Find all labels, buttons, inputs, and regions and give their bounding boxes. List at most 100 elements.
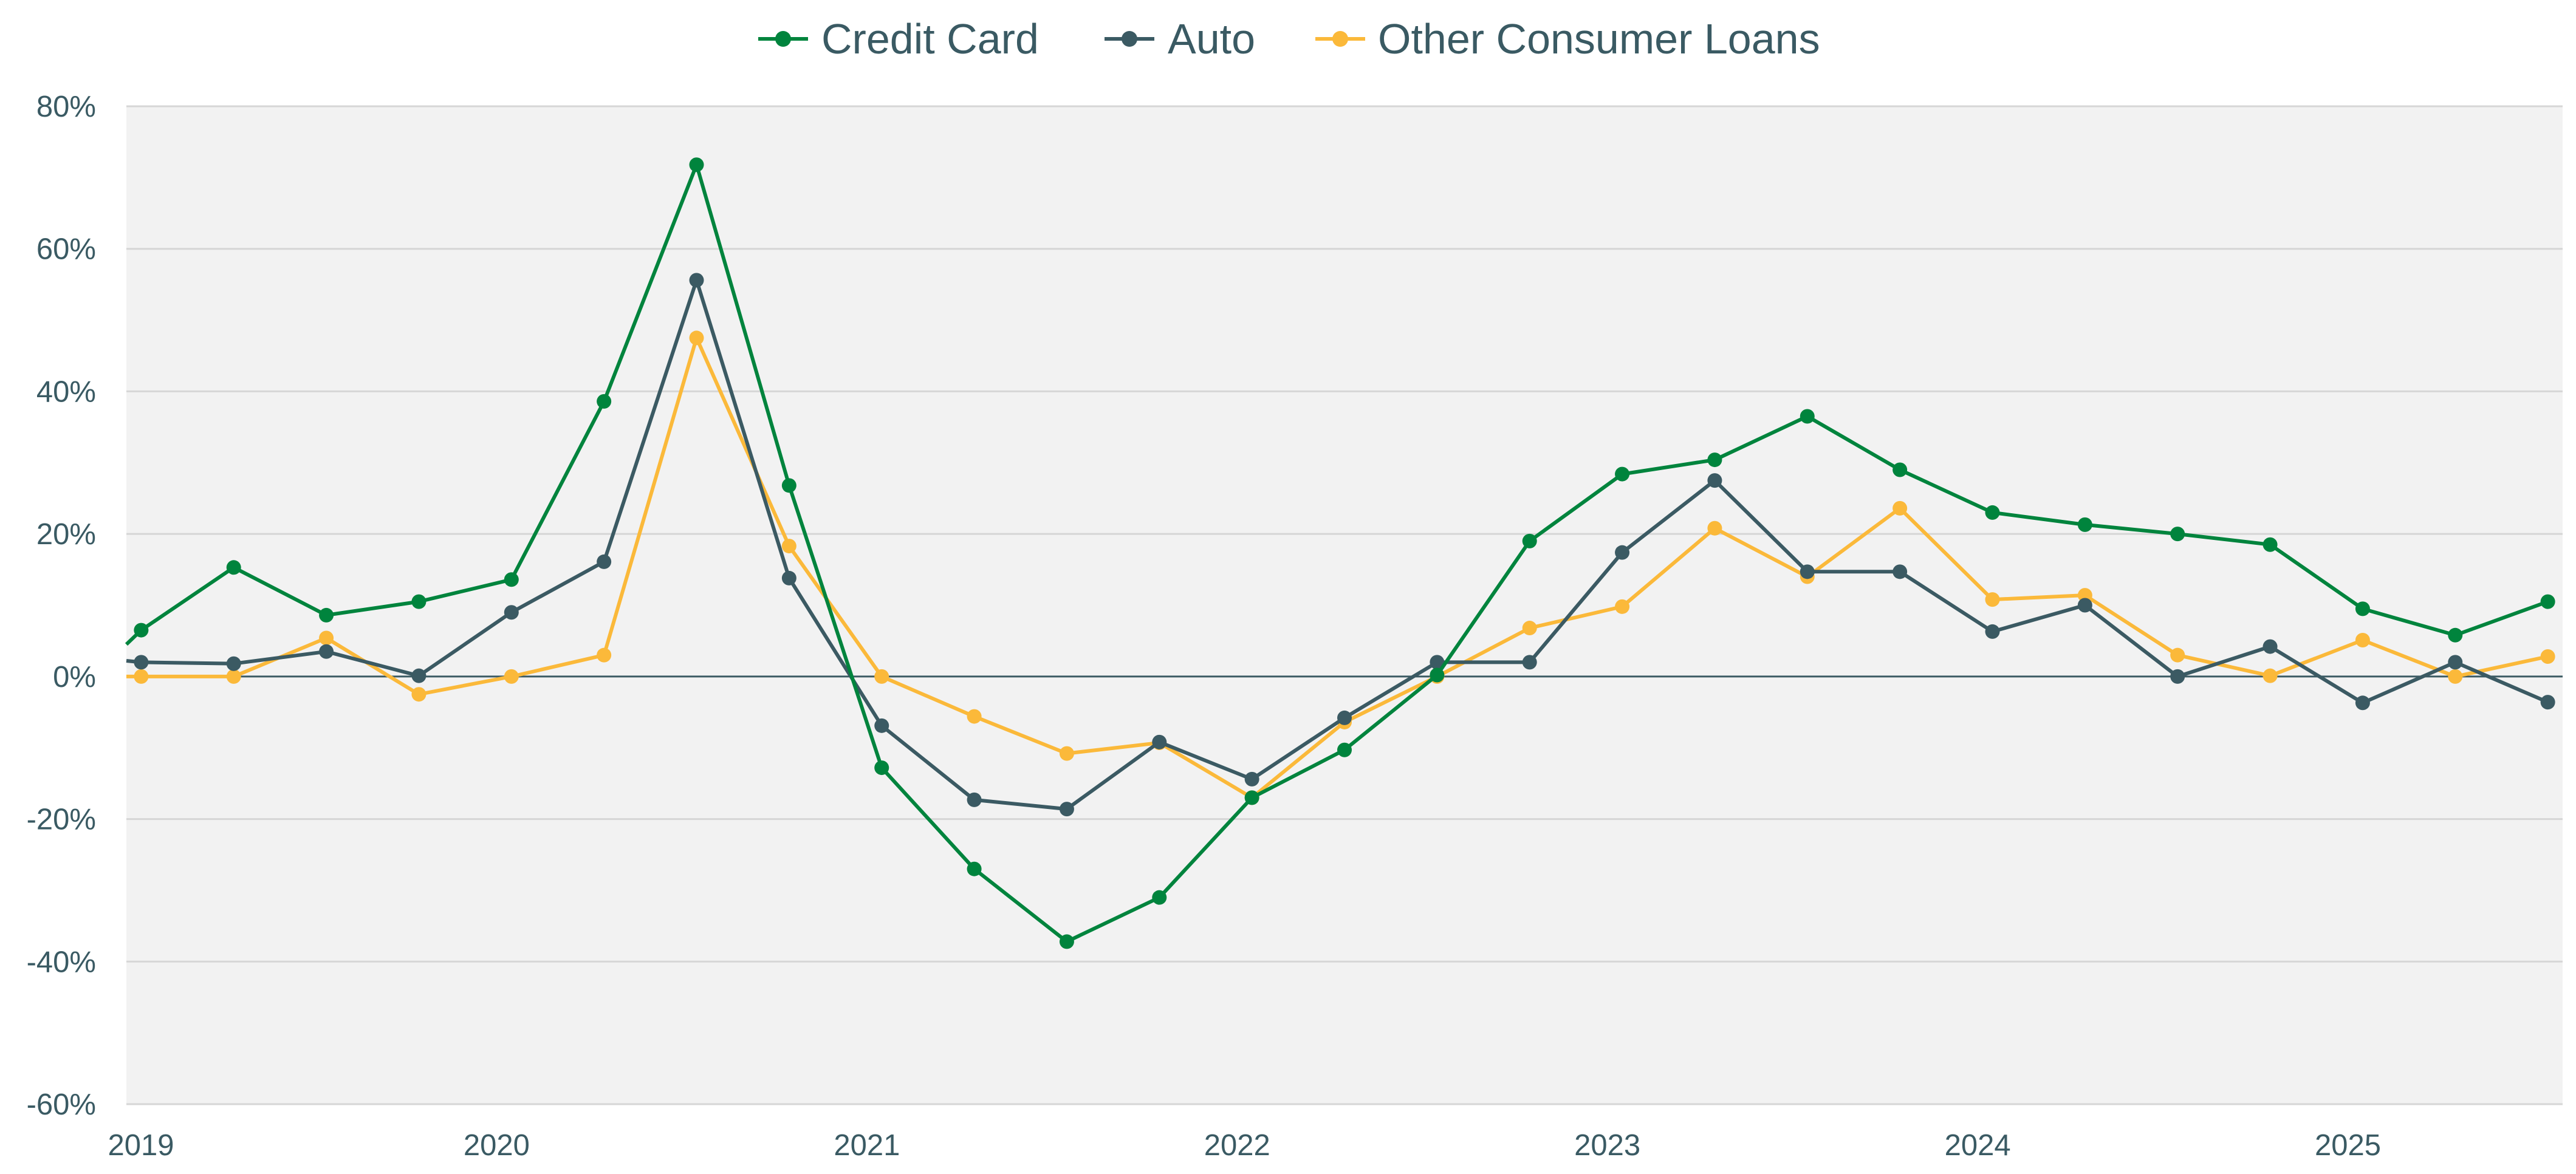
data-point <box>1430 667 1445 683</box>
data-point <box>2170 647 2185 663</box>
data-point <box>319 630 334 646</box>
legend-label: Auto <box>1168 15 1255 63</box>
x-tick-label: 2023 <box>1574 1129 1640 1162</box>
legend-marker <box>775 31 791 47</box>
data-point <box>1430 655 1445 670</box>
data-point <box>2077 517 2092 532</box>
data-point <box>1059 802 1074 817</box>
data-point <box>1244 790 1259 805</box>
data-point <box>1522 621 1537 636</box>
data-point <box>504 572 519 587</box>
data-point <box>504 605 519 620</box>
x-tick-label: 2021 <box>834 1129 900 1162</box>
data-point <box>1337 742 1352 757</box>
data-point <box>1615 545 1630 560</box>
data-point <box>2540 649 2555 664</box>
data-point <box>597 394 612 409</box>
data-point <box>2263 668 2278 683</box>
y-tick-label: -40% <box>27 946 96 978</box>
x-tick-label: 2019 <box>108 1129 174 1162</box>
data-point <box>2355 633 2370 648</box>
data-point <box>134 623 149 638</box>
data-point <box>2448 669 2463 684</box>
data-point <box>134 669 149 684</box>
y-tick-label: -20% <box>27 804 96 836</box>
y-tick-label: 40% <box>36 375 96 408</box>
data-point <box>226 560 241 575</box>
data-point <box>2077 598 2092 613</box>
data-point <box>504 669 519 684</box>
data-point <box>967 861 982 876</box>
data-point <box>1707 452 1722 468</box>
data-point <box>226 656 241 671</box>
data-point <box>689 273 704 288</box>
data-point <box>411 687 426 702</box>
data-point <box>2170 527 2185 542</box>
data-point <box>967 792 982 807</box>
data-point <box>597 647 612 663</box>
data-point <box>319 644 334 659</box>
data-point <box>1522 533 1537 548</box>
data-point <box>226 669 241 684</box>
legend-marker <box>1122 31 1137 47</box>
data-point <box>1244 771 1259 787</box>
legend-marker <box>1332 31 1348 47</box>
data-point <box>2263 537 2278 552</box>
data-point <box>1615 599 1630 614</box>
data-point <box>1615 466 1630 482</box>
data-point <box>1800 564 1815 579</box>
data-point <box>1059 934 1074 949</box>
series-line <box>126 336 2549 800</box>
y-tick-label: -60% <box>27 1088 96 1121</box>
data-point <box>2540 594 2555 609</box>
data-point <box>1152 734 1167 749</box>
plot-background <box>126 106 2563 1104</box>
data-point <box>1337 710 1352 725</box>
data-point <box>1893 500 1908 516</box>
data-point <box>1800 409 1815 424</box>
data-point <box>1707 473 1722 488</box>
data-point <box>781 539 796 554</box>
series-line <box>126 278 2549 811</box>
data-point <box>2448 655 2463 670</box>
data-point <box>967 709 982 724</box>
data-point <box>1152 890 1167 905</box>
x-tick-label: 2024 <box>1945 1129 2011 1162</box>
data-point <box>1707 520 1722 536</box>
y-tick-label: 0% <box>53 661 96 694</box>
data-point <box>134 655 149 670</box>
data-point <box>1059 746 1074 761</box>
data-point <box>411 594 426 609</box>
data-point <box>411 668 426 683</box>
data-point <box>1985 592 2000 607</box>
data-point <box>2077 588 2092 603</box>
data-point <box>2355 601 2370 616</box>
data-point <box>2448 627 2463 643</box>
data-point <box>2263 639 2278 654</box>
data-point <box>689 330 704 346</box>
data-point <box>874 669 889 684</box>
y-tick-label: 60% <box>36 233 96 266</box>
data-point <box>874 718 889 733</box>
data-point <box>319 607 334 623</box>
data-point <box>2355 695 2370 711</box>
data-point <box>1893 462 1908 477</box>
data-point <box>1522 655 1537 670</box>
x-tick-label: 2020 <box>464 1129 530 1162</box>
data-point <box>1893 564 1908 579</box>
data-point <box>689 157 704 172</box>
data-point <box>1985 624 2000 639</box>
data-point <box>597 554 612 569</box>
x-tick-label: 2022 <box>1204 1129 1270 1162</box>
data-point <box>2170 669 2185 684</box>
data-point <box>1985 505 2000 520</box>
y-tick-label: 80% <box>36 90 96 123</box>
data-point <box>2540 695 2555 710</box>
series-line <box>125 163 2549 944</box>
data-point <box>874 760 889 776</box>
data-point <box>781 570 796 585</box>
y-tick-label: 20% <box>36 518 96 551</box>
x-tick-label: 2025 <box>2315 1129 2381 1162</box>
